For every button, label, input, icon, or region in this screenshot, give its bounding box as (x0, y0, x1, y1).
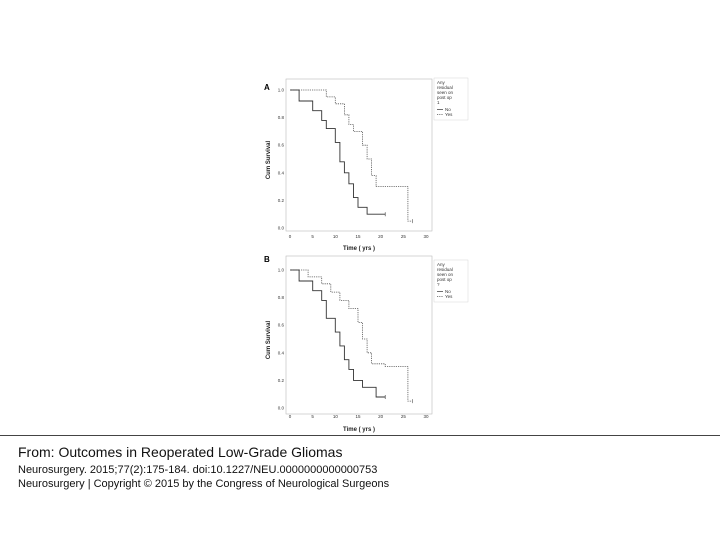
x-tick-label-b: 10 (333, 414, 339, 419)
y-tick-label-b: 0.4 (278, 350, 285, 355)
y-tick-label-b: 1.0 (278, 268, 285, 273)
legend-title-line: Any (437, 80, 446, 85)
y-tick-label-a: 0.0 (278, 226, 285, 231)
y-axis-title-b: Cum Survival (266, 321, 272, 360)
y-tick-label-a: 0.4 (278, 170, 285, 175)
legend-title-line: ? (437, 282, 440, 287)
panel-label-a: A (264, 83, 270, 92)
x-tick-label-a: 25 (401, 234, 407, 239)
legend-title-line: post op (437, 277, 452, 282)
x-axis-title-b: Time ( yrs ) (343, 427, 375, 433)
caption-citation: Neurosurgery. 2015;77(2):175-184. doi:10… (18, 464, 378, 476)
x-tick-label-a: 0 (289, 234, 292, 239)
legend-entry-yes: Yes (445, 294, 453, 299)
survival-curve-yes-a (290, 89, 413, 222)
y-tick-label-b: 0.2 (278, 378, 285, 383)
x-axis-title-a: Time ( yrs ) (343, 246, 375, 252)
figure-area: A Cum Survival Time ( yrs ) 0 5 10 15 20 25 30… (264, 77, 469, 433)
x-tick-label-b: 20 (378, 414, 384, 419)
legend-entry-no: No (445, 289, 451, 294)
panel-b: B Cum Survival Time ( yrs ) 0 5 10 15 20 25 30… (264, 255, 469, 433)
x-tick-label-a: 20 (378, 234, 384, 239)
caption-title: From: Outcomes in Reoperated Low-Grade G… (18, 444, 343, 460)
y-tick-label-b: 0.6 (278, 323, 285, 328)
x-tick-label-a: 10 (333, 234, 339, 239)
series-b (290, 269, 413, 404)
y-tick-label-b: 0.0 (278, 406, 285, 411)
series-a (290, 89, 413, 224)
y-tick-label-a: 0.2 (278, 198, 285, 203)
legend-title-line: Any (437, 262, 446, 267)
caption-block: From: Outcomes in Reoperated Low-Grade G… (18, 443, 708, 491)
x-tick-label-b: 30 (423, 414, 429, 419)
x-tick-label-a: 15 (355, 234, 361, 239)
caption-copyright: Neurosurgery | Copyright © 2015 by the C… (18, 478, 390, 490)
legend-box (433, 77, 469, 121)
plot-frame-a (285, 78, 433, 232)
ticks-a: 0 5 10 15 20 25 30 0.0 0.2 0.4 0.6 0.8 1.0 (278, 88, 429, 240)
y-tick-label-a: 1.0 (278, 88, 285, 93)
legend-title-line: seen on (437, 272, 454, 277)
x-tick-label-b: 15 (355, 414, 361, 419)
x-tick-label-b: 25 (401, 414, 407, 419)
survival-curve-no-b (290, 269, 386, 398)
survival-curve-yes-b (290, 269, 413, 402)
x-tick-label-a: 5 (311, 234, 314, 239)
legend-entry-yes: Yes (445, 112, 453, 117)
y-tick-label-b: 0.8 (278, 295, 285, 300)
figure-svg: A Cum Survival Time ( yrs ) 0 5 10 15 20 25 30… (264, 77, 469, 433)
y-tick-label-a: 0.8 (278, 115, 285, 120)
x-tick-label-b: 0 (289, 414, 292, 419)
panel-label-b: B (264, 255, 270, 264)
ticks-b: 0 5 10 15 20 25 30 0.0 0.2 0.4 0.6 0.8 1.0 (278, 268, 429, 420)
legend-box (433, 259, 469, 303)
x-tick-label-a: 30 (423, 234, 429, 239)
legend-entry-no: No (445, 107, 451, 112)
y-axis-title-a: Cum Survival (266, 141, 272, 180)
panel-a: A Cum Survival Time ( yrs ) 0 5 10 15 20 25 30… (264, 77, 469, 252)
y-tick-label-a: 0.6 (278, 143, 285, 148)
legend-title-line: 1 (437, 100, 440, 105)
caption-divider (0, 435, 720, 436)
legend-title-line: residual (437, 267, 453, 272)
legend-title-line: seen on (437, 90, 454, 95)
x-tick-label-b: 5 (311, 414, 314, 419)
legend-title-line: residual (437, 85, 453, 90)
plot-frame-b (285, 255, 433, 415)
survival-curve-no-a (290, 89, 386, 215)
legend-title-line: post op (437, 95, 452, 100)
